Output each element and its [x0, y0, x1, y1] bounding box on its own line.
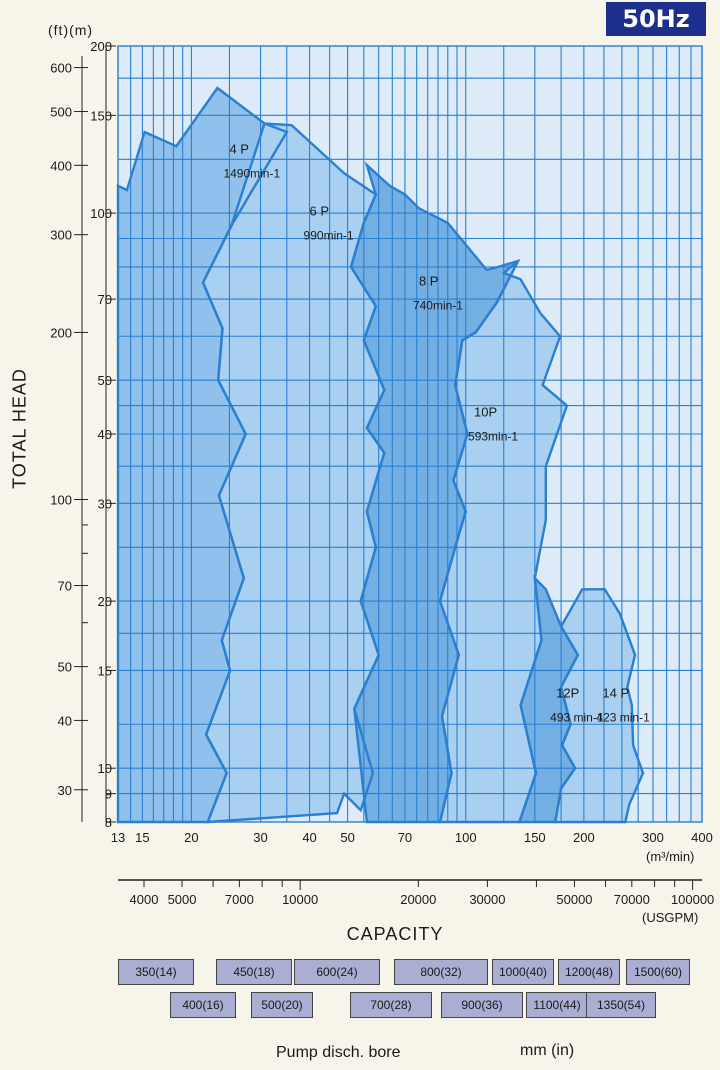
curve-outline-5: [553, 588, 645, 824]
x-tick-label: 150: [524, 830, 546, 845]
series-speed-label: 593min-1: [468, 430, 518, 444]
x-tick-label: 40: [302, 830, 316, 845]
series-labels: 4 P 1490min-1 6 P 990min-1 8 P 740min-1 10P 593…: [223, 142, 650, 725]
bore-size-box: 1200(48): [558, 959, 620, 985]
series-name-label: 10P: [474, 405, 497, 420]
m-tick-label: 40: [98, 427, 112, 442]
ft-tick-label: 400: [50, 158, 72, 173]
bore-size-box: 800(32): [394, 959, 488, 985]
curve-area-1: [203, 123, 385, 822]
series-speed-label: 423 min-1: [596, 711, 650, 725]
ft-tick-label: 600: [50, 61, 72, 76]
bore-caption: Pump disch. bore: [276, 1044, 401, 1061]
usgpm-tick-label: 70000: [614, 892, 650, 907]
x-tick-label: 13: [111, 830, 125, 845]
usgpm-tick-label: 7000: [225, 892, 254, 907]
bore-size-box: 500(20): [251, 992, 313, 1018]
usgpm-tick-label: 4000: [130, 892, 159, 907]
m-tick-label: 30: [98, 496, 112, 511]
m-tick-label: 70: [98, 292, 112, 307]
x-tick-label: 400: [691, 830, 713, 845]
curve-area-5: [555, 589, 643, 822]
x-tick-label: 30: [253, 830, 267, 845]
m-tick-label: 9: [105, 787, 112, 802]
y-tick-labels-ft: 30 40 50 70 100 200 300 400 500 600: [50, 56, 88, 822]
usgpm-tick-label: 20000: [400, 892, 436, 907]
series-name-label: 6 P: [310, 204, 330, 219]
bore-size-box: 350(14): [118, 959, 194, 985]
bore-size-box: 600(24): [294, 959, 380, 985]
curve-area-0: [118, 88, 287, 822]
usgpm-axis: 4000 5000 7000 10000 20000 30000 50000 70000 100…: [118, 879, 714, 907]
bore-size-box: 700(28): [350, 992, 432, 1018]
ft-tick-label: 500: [50, 105, 72, 120]
x-tick-label: 70: [398, 830, 412, 845]
ft-tick-label: 40: [58, 713, 72, 728]
m-tick-label: 50: [98, 373, 112, 388]
series-name-label: 4 P: [229, 142, 249, 157]
bore-size-box: 1000(40): [492, 959, 554, 985]
bore-size-box: 1100(44): [526, 992, 588, 1018]
x-tick-label: 20: [184, 830, 198, 845]
series-speed-label: 990min-1: [304, 229, 354, 243]
m-tick-label: 150: [90, 108, 112, 123]
m-tick-label: 100: [90, 206, 112, 221]
series-name-label: 8 P: [419, 274, 439, 289]
ft-tick-label: 100: [50, 493, 72, 508]
usgpm-tick-label: 10000: [282, 892, 318, 907]
curve-outline-3: [438, 259, 569, 824]
x-tick-label: 100: [455, 830, 477, 845]
x-tick-label: 300: [642, 830, 664, 845]
ft-tick-label: 30: [58, 783, 72, 798]
m-tick-label: 10: [98, 761, 112, 776]
bore-size-box: 400(16): [170, 992, 236, 1018]
y-axis-label: TOTAL HEAD: [9, 368, 30, 489]
m-tick-label: 8: [105, 815, 112, 830]
m-tick-label: 20: [98, 594, 112, 609]
series-speed-label: 493 min-1: [550, 711, 604, 725]
bore-unit: mm (in): [520, 1042, 575, 1059]
series-name-label: 14 P: [602, 686, 629, 701]
series-speed-label: 1490min-1: [223, 167, 280, 181]
usgpm-tick-label: 100000: [671, 892, 714, 907]
x-tick-label: 200: [573, 830, 595, 845]
curve-outlines: [116, 86, 645, 824]
m-tick-label: 200: [90, 39, 112, 54]
usgpm-tick-label: 30000: [469, 892, 505, 907]
bore-size-box: 1350(54): [586, 992, 656, 1018]
x-tick-label: 50: [340, 830, 354, 845]
bore-size-box: 900(36): [441, 992, 523, 1018]
series-speed-label: 740min-1: [413, 299, 463, 313]
bore-size-box: 1500(60): [626, 959, 690, 985]
x-tick-labels: 13 15 20 30 40 50 70 100 150 200 300 400: [111, 830, 713, 845]
ft-tick-label: 50: [58, 660, 72, 675]
x-tick-label: 15: [135, 830, 149, 845]
usgpm-tick-label: 50000: [556, 892, 592, 907]
y-tick-labels-m: 8 9 10 15 20 30 40 50 70 100 150 200: [90, 39, 116, 830]
ft-tick-label: 200: [50, 325, 72, 340]
x-axis-unit-usgpm: (USGPM): [642, 910, 699, 925]
m-tick-label: 15: [98, 663, 112, 678]
x-axis-label: CAPACITY: [346, 924, 444, 944]
series-name-label: 12P: [556, 686, 579, 701]
ft-tick-label: 300: [50, 228, 72, 243]
bore-size-box: 450(18): [216, 959, 292, 985]
usgpm-tick-label: 5000: [168, 892, 197, 907]
x-axis-unit-m3: (m³/min): [646, 849, 695, 864]
frequency-badge: 50Hz: [606, 2, 706, 36]
ft-tick-label: 70: [58, 579, 72, 594]
left-axis-units: (ft)(m): [48, 22, 94, 38]
